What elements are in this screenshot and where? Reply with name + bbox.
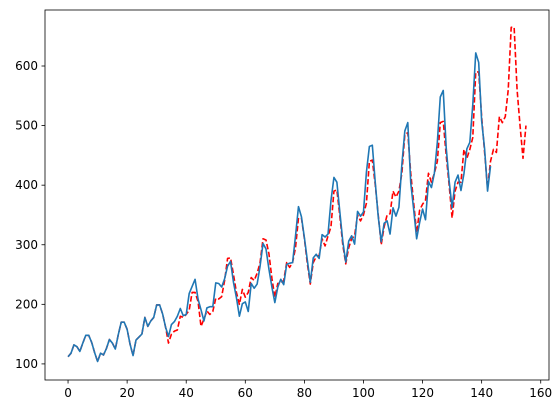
- y-tick-label: 300: [15, 238, 38, 252]
- x-tick-label: 20: [119, 386, 134, 400]
- x-tick-label: 160: [529, 386, 552, 400]
- x-tick-label: 120: [411, 386, 434, 400]
- x-tick-label: 80: [297, 386, 312, 400]
- axes-frame: [44, 9, 550, 381]
- x-axis: 0 20 40 60 80 100 120 140 160: [64, 380, 552, 400]
- y-tick-label: 500: [15, 119, 38, 133]
- y-tick-label: 200: [15, 297, 38, 311]
- y-tick-label: 600: [15, 59, 38, 73]
- x-tick-label: 40: [179, 386, 194, 400]
- y-axis: 100 200 300 400 500 600: [15, 59, 45, 371]
- series-layer: [67, 26, 527, 363]
- x-tick-label: 140: [470, 386, 493, 400]
- x-tick-label: 0: [64, 386, 72, 400]
- x-tick-label: 100: [352, 386, 375, 400]
- series-line-solid-blue: [67, 52, 492, 363]
- y-tick-label: 100: [15, 357, 38, 371]
- x-tick-label: 60: [238, 386, 253, 400]
- y-tick-label: 400: [15, 178, 38, 192]
